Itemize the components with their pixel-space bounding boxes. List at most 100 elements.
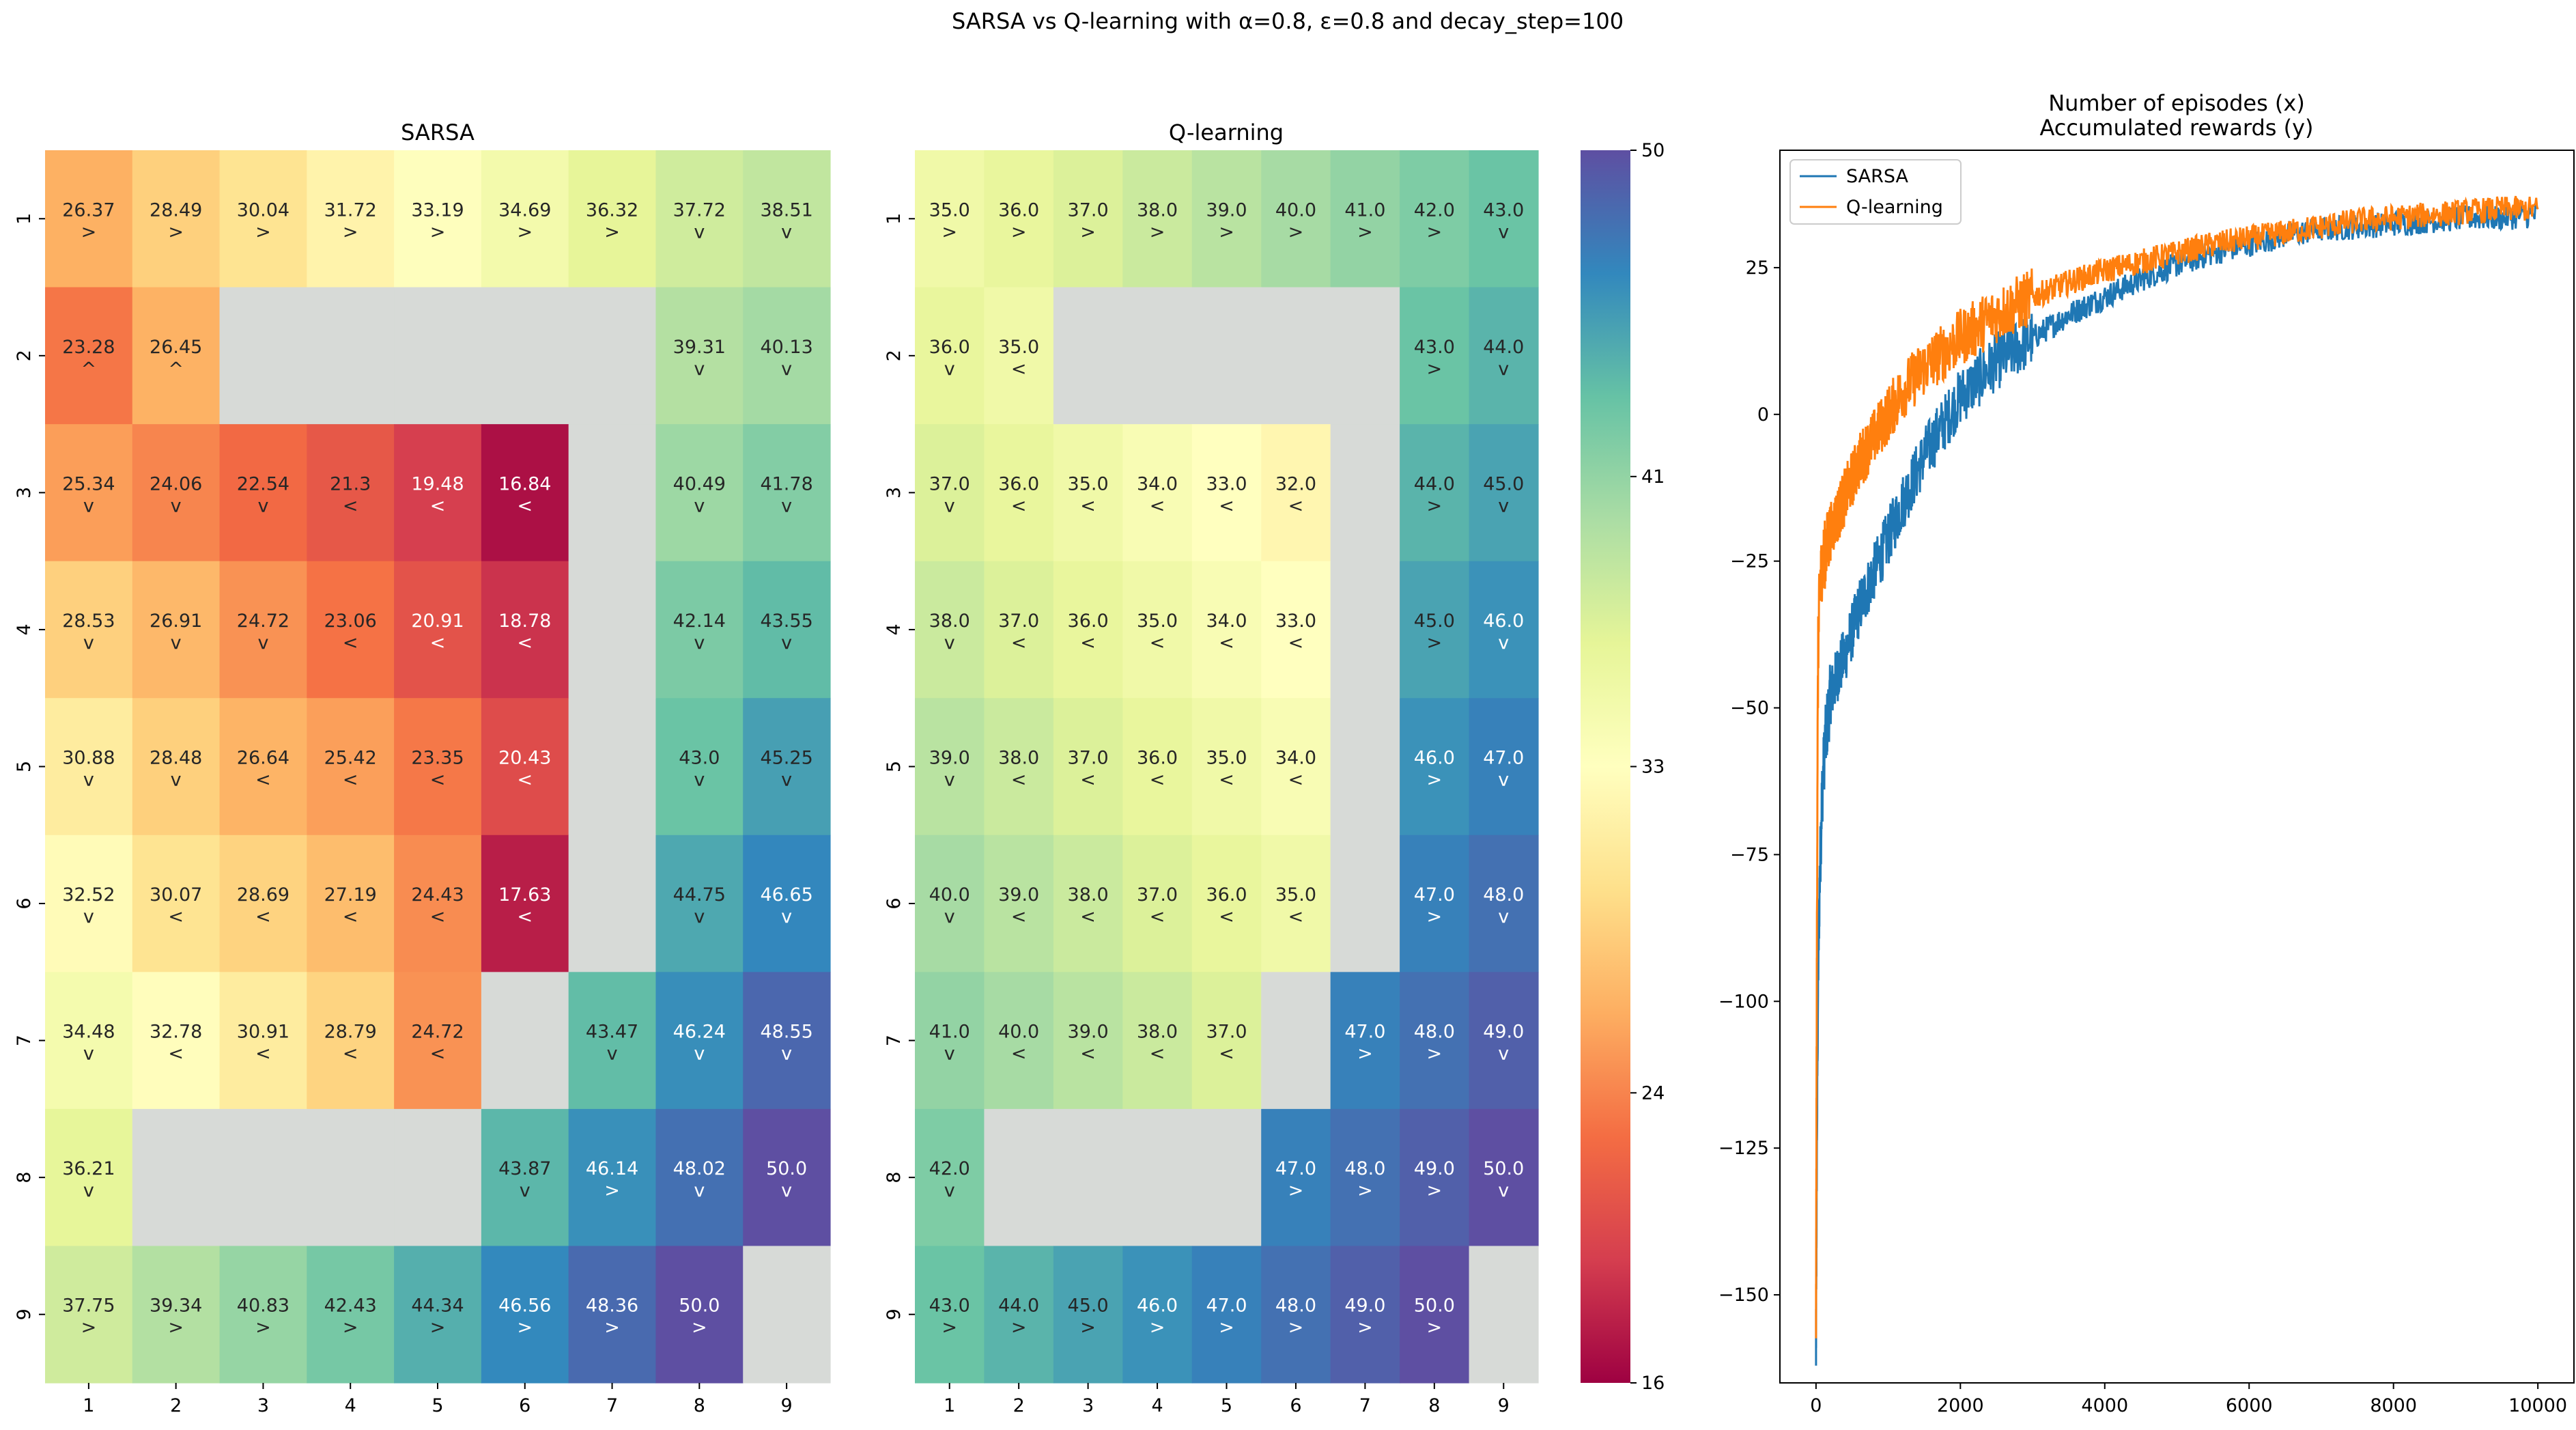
cell-value-label: 24.72 — [237, 611, 289, 632]
cell-value-label: 30.07 — [150, 884, 202, 906]
cell-action-arrow: > — [255, 1317, 271, 1338]
sarsa-heatmap-title: SARSA — [401, 120, 475, 145]
heatmap-cell — [45, 424, 133, 562]
cell-action-arrow: v — [1498, 359, 1509, 380]
cell-action-arrow: v — [944, 359, 955, 380]
heatmap-cell — [984, 424, 1054, 562]
y-tick-label: 8 — [883, 1172, 905, 1183]
heatmap-cell — [1261, 150, 1331, 288]
line-chart-series — [1815, 195, 2539, 1366]
colorbar-tick-label: 24 — [1641, 1082, 1665, 1104]
heatmap-cell — [307, 1108, 395, 1247]
cell-value-label: 46.0 — [1137, 1295, 1178, 1317]
heatmap-cell — [1053, 424, 1123, 562]
heatmap-cell — [1400, 424, 1470, 562]
cell-value-label: 38.0 — [998, 748, 1039, 769]
cell-action-arrow: v — [781, 906, 792, 927]
cell-value-label: 43.47 — [586, 1022, 638, 1043]
cell-value-label: 30.91 — [237, 1022, 289, 1043]
colorbar-tick-label: 33 — [1641, 757, 1665, 778]
cell-action-arrow: > — [1427, 1043, 1443, 1065]
cell-action-arrow: > — [81, 1317, 97, 1338]
x-tick-label: 2 — [170, 1395, 182, 1416]
cell-action-arrow: v — [1498, 632, 1509, 654]
cell-action-arrow: > — [604, 1317, 620, 1338]
heatmap-cell — [1261, 698, 1331, 836]
cell-value-label: 38.0 — [1137, 1022, 1178, 1043]
cell-value-label: 40.13 — [760, 337, 812, 358]
cell-value-label: 48.0 — [1414, 1022, 1455, 1043]
heatmap-cell — [1261, 972, 1331, 1110]
line-chart-title: Number of episodes (x) Accumulated reward… — [2039, 90, 2313, 141]
heatmap-cell — [219, 835, 307, 972]
cell-action-arrow: < — [255, 1043, 271, 1065]
cell-value-label: 46.56 — [498, 1295, 551, 1317]
cell-value-label: 41.78 — [760, 473, 812, 494]
heatmap-cell — [219, 424, 307, 562]
heatmap-cell — [45, 972, 133, 1110]
heatmap-cell — [132, 424, 221, 562]
colorbar-tick-label: 41 — [1641, 466, 1665, 488]
heatmap-cell — [1191, 835, 1262, 972]
colorbar-gradient — [1581, 150, 1630, 1383]
heatmap-cell — [1469, 698, 1539, 836]
heatmap-cell — [984, 561, 1054, 699]
heatmap-cell — [1122, 972, 1193, 1110]
cell-value-label: 46.24 — [673, 1022, 726, 1043]
cell-value-label: 48.0 — [1344, 1158, 1385, 1179]
heatmap-cell — [1469, 561, 1539, 699]
cell-value-label: 27.19 — [324, 884, 377, 906]
heatmap-cell — [743, 972, 831, 1110]
heatmap-cell — [219, 561, 307, 699]
x-tick-label: 5 — [1221, 1395, 1232, 1416]
cell-value-label: 45.0 — [1483, 473, 1524, 494]
y-tick-label: −125 — [1718, 1138, 1769, 1159]
cell-value-label: 35.0 — [1068, 473, 1109, 494]
x-tick-label: 6 — [1290, 1395, 1301, 1416]
y-tick-label: −150 — [1718, 1285, 1769, 1306]
heatmap-cell — [1191, 1108, 1262, 1247]
cell-action-arrow: > — [1288, 1180, 1304, 1201]
heatmap-cell — [1330, 150, 1400, 288]
colorbar-ticks: 16 24 33 41 50 — [1630, 140, 1665, 1394]
cell-value-label: 33.0 — [1206, 473, 1247, 494]
cell-action-arrow: < — [1150, 632, 1165, 654]
heatmap-cell — [1469, 287, 1539, 425]
qlearning-heatmap-title: Q-learning — [1169, 120, 1284, 145]
heatmap-cell — [568, 1108, 657, 1247]
heatmap-cell — [481, 1246, 569, 1384]
heatmap-cell — [984, 972, 1054, 1110]
heatmap-cell — [1053, 1246, 1123, 1384]
cell-value-label: 37.0 — [1068, 748, 1109, 769]
cell-value-label: 16.84 — [498, 473, 551, 494]
cell-value-label: 28.79 — [324, 1022, 377, 1043]
cell-action-arrow: < — [1080, 495, 1096, 516]
cell-action-arrow: v — [1498, 221, 1509, 242]
cell-action-arrow: v — [694, 359, 705, 380]
cell-action-arrow: v — [1498, 495, 1509, 516]
sarsa-heatmap: SARSA 26.37>28.49>30.04>31.72>33.19>34.6… — [14, 120, 831, 1416]
cell-value-label: 38.0 — [1137, 199, 1178, 221]
cell-value-label: 49.0 — [1344, 1295, 1385, 1317]
cell-value-label: 48.36 — [586, 1295, 638, 1317]
cell-value-label: 36.0 — [1206, 884, 1247, 906]
heatmap-cell — [45, 1108, 133, 1247]
cell-action-arrow: < — [1150, 1043, 1165, 1065]
cell-value-label: 41.0 — [929, 1022, 970, 1043]
heatmap-cell — [45, 835, 133, 972]
cell-value-label: 40.0 — [929, 884, 970, 906]
heatmap-cell — [219, 698, 307, 836]
heatmap-cell — [568, 1246, 657, 1384]
heatmap-cell — [1400, 698, 1470, 836]
x-tick-label: 6000 — [2226, 1395, 2273, 1416]
cell-action-arrow: v — [1498, 770, 1509, 791]
cell-value-label: 50.0 — [1483, 1158, 1524, 1179]
heatmap-cell — [1191, 698, 1262, 836]
cell-value-label: 44.0 — [1483, 337, 1524, 358]
cell-value-label: 26.37 — [62, 199, 115, 221]
x-tick-label: 9 — [781, 1395, 793, 1416]
cell-action-arrow: > — [1427, 1317, 1443, 1338]
heatmap-cell — [984, 1246, 1054, 1384]
cell-action-arrow: < — [343, 906, 358, 927]
heatmap-cell — [1053, 972, 1123, 1110]
